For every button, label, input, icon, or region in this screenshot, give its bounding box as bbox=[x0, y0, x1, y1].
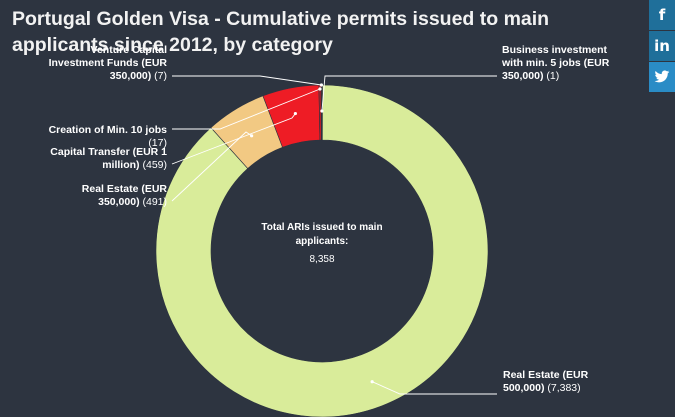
center-value: 8,358 bbox=[309, 254, 334, 265]
chart-title: Portugal Golden Visa - Cumulative permit… bbox=[12, 8, 550, 56]
linkedin-icon[interactable]: in bbox=[649, 31, 675, 61]
slice-label-3: Capital Transfer (EUR 1 million) (459) bbox=[50, 146, 167, 171]
leader-line-5 bbox=[172, 75, 322, 86]
slice-label-4: Creation of Min. 10 jobs (17) bbox=[49, 124, 168, 149]
leader-dot-3 bbox=[293, 111, 297, 116]
twitter-icon[interactable] bbox=[649, 62, 675, 92]
slice-label-2: Real Estate (EUR 350,000) (491) bbox=[82, 183, 168, 208]
center-label: Total ARIs issued to main applicants: bbox=[261, 222, 382, 247]
leader-line-3 bbox=[171, 113, 296, 165]
twitter-bird-icon bbox=[654, 70, 670, 83]
leader-dot-2 bbox=[250, 134, 254, 138]
leader-dot-6 bbox=[320, 109, 324, 113]
leader-dot-1 bbox=[370, 380, 374, 384]
leader-dot-5 bbox=[319, 83, 324, 87]
slice-label-1: Real Estate (EUR 500,000) (7,383) bbox=[503, 369, 589, 394]
facebook-icon[interactable]: f bbox=[649, 0, 675, 30]
leader-dot-4 bbox=[318, 87, 322, 91]
slice-label-6: Business investment with min. 5 jobs (EUR… bbox=[501, 44, 610, 82]
donut-slice-1[interactable] bbox=[155, 84, 489, 417]
leader-line-1 bbox=[371, 381, 497, 395]
leader-line-6 bbox=[321, 75, 497, 112]
slice-label-5: Venture Capital Investment Funds (EUR 350,… bbox=[49, 44, 168, 82]
leader-line-4 bbox=[172, 88, 321, 130]
